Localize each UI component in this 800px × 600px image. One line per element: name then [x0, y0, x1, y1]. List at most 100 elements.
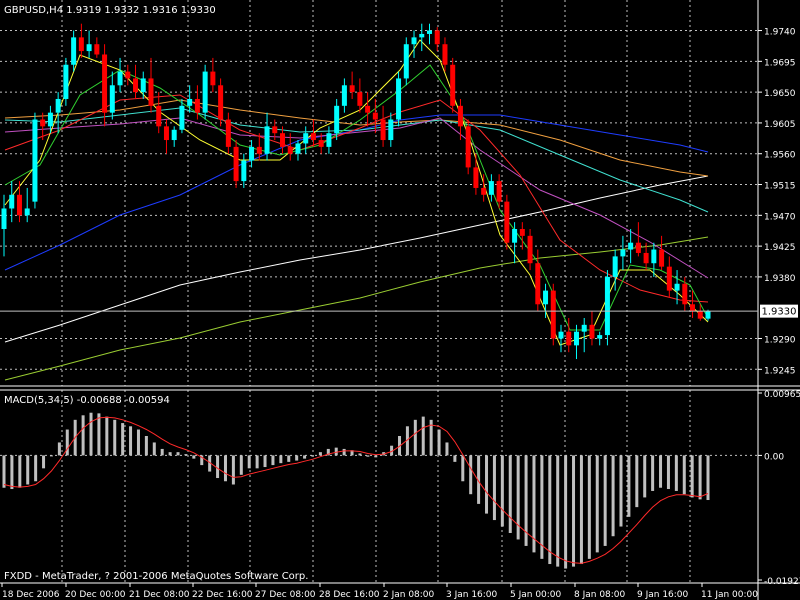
macd-bar — [643, 455, 647, 498]
candle-body — [55, 98, 61, 113]
candle-body — [233, 146, 239, 182]
candle-body — [63, 64, 69, 99]
candle-body — [102, 54, 108, 113]
macd-bar — [358, 453, 362, 456]
macd-scale: 0.00965 0.00 -0.01927 — [758, 390, 800, 587]
price-scale: 1.9740 1.9695 1.9650 1.9605 1.9560 1.9515 1.94… — [758, 28, 796, 376]
macd-bar — [603, 455, 607, 546]
candle-body — [16, 194, 22, 216]
macd-bar — [540, 455, 544, 559]
price-tick-label: 1.9605 — [764, 120, 796, 130]
macd-bar — [453, 455, 457, 462]
candle-body — [179, 105, 185, 130]
grid — [0, 0, 758, 583]
macd-bar — [706, 455, 710, 501]
candle-body — [504, 201, 510, 243]
candle-body — [249, 146, 255, 161]
candle-body — [148, 78, 154, 106]
macd-bar — [26, 455, 30, 485]
candle-body — [434, 30, 440, 45]
macd-bar — [334, 447, 338, 456]
time-tick-label: 11 Jan 00:00 — [701, 590, 758, 600]
macd-bar — [413, 419, 417, 456]
macd-bar — [524, 455, 528, 546]
candle-body — [1, 208, 7, 230]
candle-body — [218, 85, 224, 120]
macd-bar — [129, 426, 133, 456]
macd-bar — [152, 442, 156, 456]
macd-bar — [97, 413, 101, 456]
ma-line-yellowgreen — [4, 236, 709, 381]
time-tick-label: 9 Jan 16:00 — [637, 590, 689, 600]
candle-body — [380, 119, 386, 141]
candle-body — [78, 37, 84, 52]
macd-bar — [200, 455, 204, 466]
candle-body — [411, 37, 417, 45]
time-tick-label: 20 Dec 00:00 — [65, 590, 126, 600]
price-tick-label: 1.9740 — [764, 28, 796, 38]
candle-body — [558, 331, 564, 339]
macd-bar — [10, 455, 14, 490]
candle-body — [357, 92, 363, 106]
price-tick-label: 1.9695 — [764, 58, 796, 68]
macd-bar — [18, 455, 22, 488]
macd-bar — [492, 455, 496, 521]
time-tick-label: 18 Dec 2006 — [2, 590, 60, 600]
candle-body — [496, 181, 502, 202]
candle-body — [86, 44, 92, 52]
macd-bar — [121, 423, 125, 456]
macd-bar — [469, 455, 473, 495]
time-tick-label: 3 Jan 16:00 — [446, 590, 498, 600]
macd-bar — [136, 429, 140, 456]
candle-body — [442, 44, 448, 65]
candle-body — [473, 167, 479, 188]
candle-body — [71, 37, 77, 65]
candle-body — [125, 71, 131, 79]
macd-bar — [690, 455, 694, 498]
current-price-tag: 1.9330 — [760, 304, 798, 318]
candle-body — [573, 331, 579, 346]
macd-bar — [176, 452, 180, 456]
candle-body — [589, 324, 595, 339]
time-axis: 18 Dec 2006 20 Dec 00:00 21 Dec 08:00 22 De… — [1, 583, 758, 600]
macd-bar — [500, 455, 504, 527]
macd-bar — [556, 455, 560, 567]
time-tick-label: 2 Jan 08:00 — [383, 590, 435, 600]
candle-body — [450, 64, 456, 106]
macd-bar — [461, 455, 465, 482]
macd-bar — [318, 452, 322, 456]
macd-bar — [532, 455, 536, 553]
macd-tick-label: 0.00965 — [764, 390, 800, 400]
candle-body — [310, 133, 316, 141]
macd-bar — [160, 448, 164, 456]
candle-body — [535, 263, 541, 305]
macd-bar — [223, 455, 227, 482]
candle-body — [419, 33, 425, 38]
candle-body — [372, 112, 378, 120]
candle-body — [643, 252, 649, 264]
macd-bar — [144, 435, 148, 456]
macd-bar — [659, 455, 663, 488]
candle-body — [133, 78, 139, 93]
macd-bar — [595, 455, 599, 553]
candle-body — [620, 249, 626, 257]
candlesticks — [1, 23, 711, 360]
time-tick-label: 27 Dec 08:00 — [255, 590, 316, 600]
candle-body — [682, 283, 688, 305]
candle-body — [403, 44, 409, 79]
time-tick-label: 28 Dec 16:00 — [319, 590, 380, 600]
price-tick-label: 1.9245 — [764, 366, 796, 376]
candle-body — [481, 187, 487, 195]
macd-bar — [627, 455, 631, 517]
candle-body — [210, 71, 216, 86]
macd-bar — [81, 415, 85, 456]
macd-bar — [421, 416, 425, 456]
candle-body — [628, 242, 634, 250]
candle-body — [280, 133, 286, 147]
candle-body — [527, 235, 533, 264]
macd-bar — [564, 455, 568, 569]
candle-body — [194, 98, 200, 113]
candle-body — [365, 105, 371, 113]
macd-bar — [255, 455, 259, 469]
